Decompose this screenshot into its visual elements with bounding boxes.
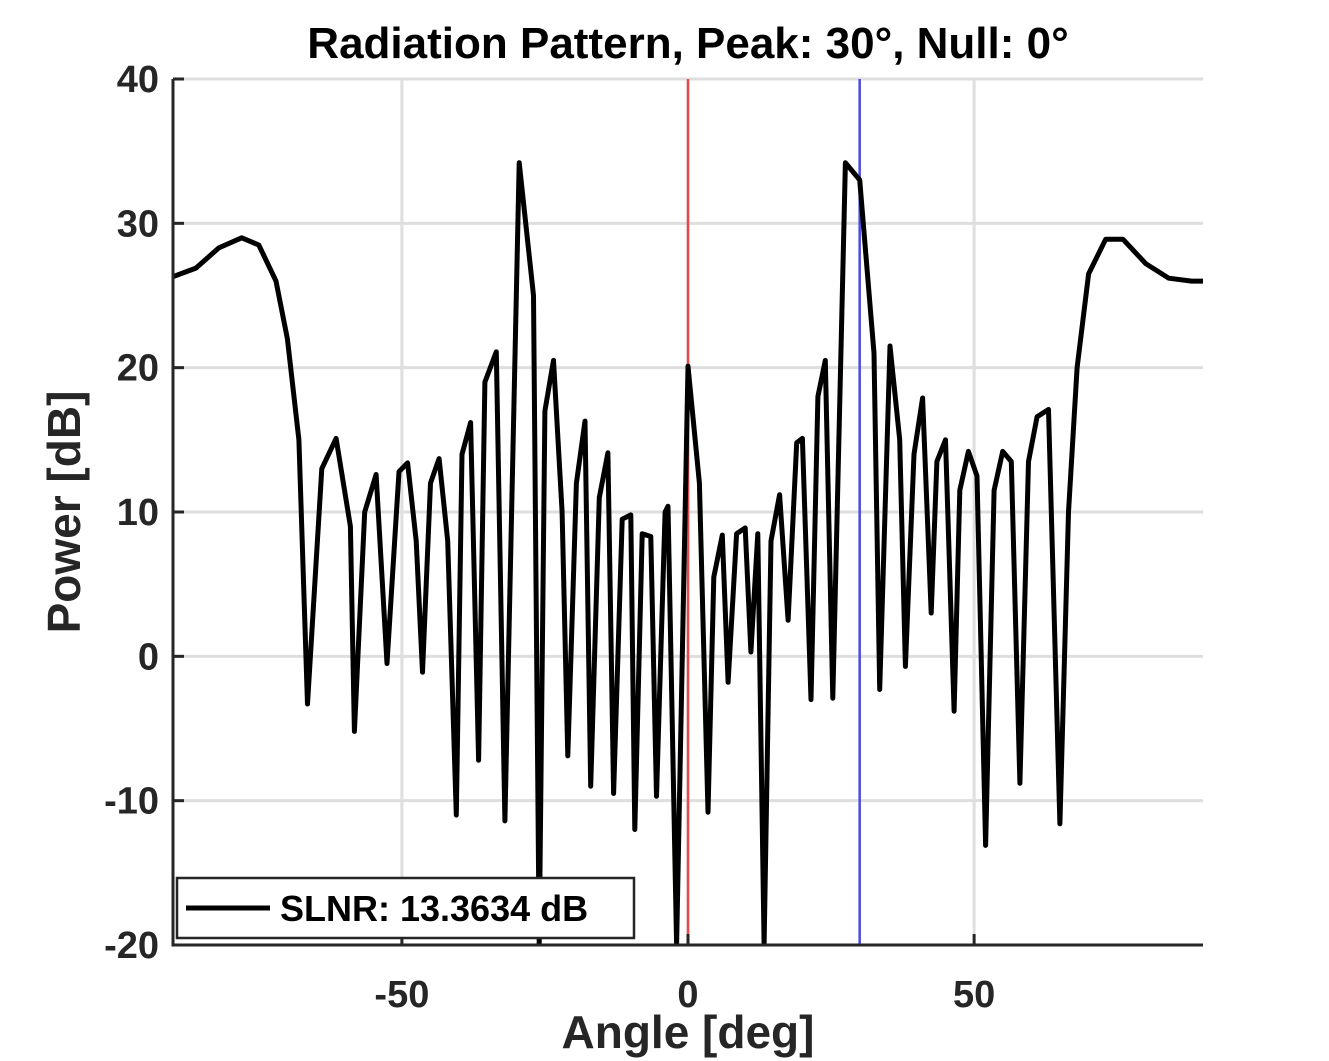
y-tick-label: -10 xyxy=(104,781,159,823)
y-tick-label: 20 xyxy=(117,348,159,390)
x-tick-label: 50 xyxy=(953,974,995,1016)
reference-lines xyxy=(686,79,861,945)
x-tick-label: 0 xyxy=(677,974,698,1016)
series-line xyxy=(173,160,1203,945)
x-tick-label: -50 xyxy=(374,974,429,1016)
y-tick-label: -20 xyxy=(104,925,159,967)
series-group xyxy=(173,160,1203,945)
x-axis-label: Angle [deg] xyxy=(562,1006,815,1058)
tick-labels: -20 -10 0 10 20 30 40 -50 0 50 xyxy=(104,59,995,1016)
y-tick-label: 40 xyxy=(117,59,159,101)
chart-title: Radiation Pattern, Peak: 30°, Null: 0° xyxy=(307,19,1068,68)
legend-entry: SLNR: 13.3634 dB xyxy=(280,888,588,929)
legend: SLNR: 13.3634 dB xyxy=(175,876,636,940)
y-tick-label: 30 xyxy=(117,203,159,245)
y-tick-label: 0 xyxy=(138,636,159,678)
y-tick-label: 10 xyxy=(117,492,159,534)
y-axis-label: Power [dB] xyxy=(38,391,90,634)
